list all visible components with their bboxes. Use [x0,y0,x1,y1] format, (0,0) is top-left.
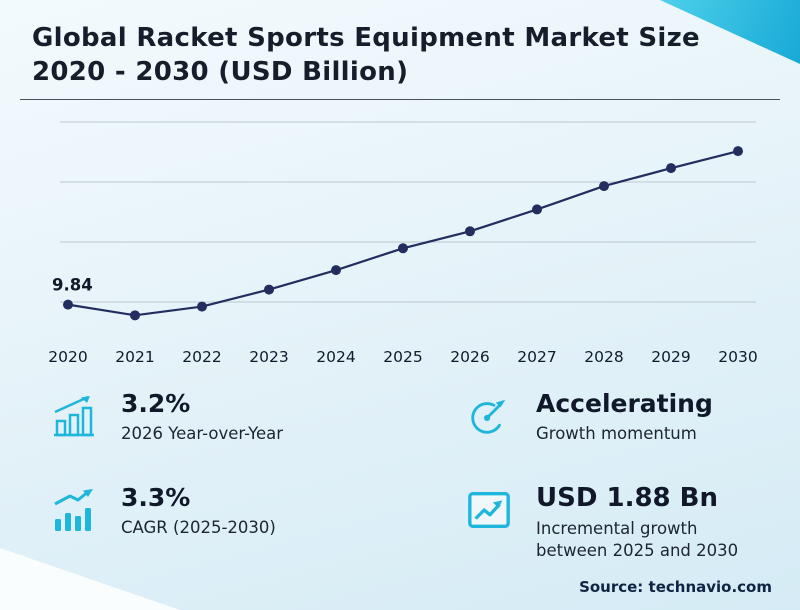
growth-box-icon [460,484,518,536]
x-axis-tick-label: 2028 [584,348,624,366]
x-axis-tick-label: 2022 [182,348,222,366]
stat-momentum: Accelerating Growth momentum [460,389,770,444]
stat-cagr: 3.3% CAGR (2025-2030) [45,483,450,561]
x-axis-tick-label: 2025 [383,348,423,366]
svg-text:9.84: 9.84 [52,276,93,295]
market-size-line-chart: 9.84 2020 2021 2022 2023 2024 2025 2026 2027 202… [40,106,762,374]
stat-value: USD 1.88 Bn [536,483,718,514]
source-credit: Source: technavio.com [579,578,772,596]
page-title: Global Racket Sports Equipment Market Si… [32,23,700,87]
stat-label: CAGR (2025-2030) [121,517,276,537]
stat-value: Accelerating [536,389,713,418]
x-axis-tick-label: 2020 [48,348,88,366]
stat-yoy-growth: 3.2% 2026 Year-over-Year [45,389,450,444]
stat-label: Growth momentum [536,423,697,443]
stat-label: Incremental growth between 2025 and 2030 [536,519,739,560]
stat-incremental-growth: USD 1.88 Bn Incremental growth between 2… [460,483,770,561]
stat-text: 3.3% CAGR (2025-2030) [121,483,276,538]
x-axis-labels: 2020 2021 2022 2023 2024 2025 2026 2027 2028 2029… [40,348,762,374]
x-axis-tick-label: 2030 [718,348,758,366]
title-divider [20,99,780,100]
stat-value: 3.2% [121,389,191,418]
stats-grid: 3.2% 2026 Year-over-Year Accelerating Gr… [45,389,770,561]
gauge-icon [460,390,518,442]
x-axis-tick-label: 2027 [517,348,557,366]
stat-text: Accelerating Growth momentum [536,389,713,444]
stat-text: 3.2% 2026 Year-over-Year [121,389,284,444]
x-axis-tick-label: 2021 [115,348,155,366]
bar-chart-growth-icon [45,390,103,442]
x-axis-tick-label: 2029 [651,348,691,366]
x-axis-tick-label: 2024 [316,348,356,366]
stat-text: USD 1.88 Bn Incremental growth between 2… [536,483,770,561]
stat-value: 3.3% [121,483,191,513]
stat-label: 2026 Year-over-Year [121,423,284,443]
line-chart-svg: 9.84 [52,121,756,321]
trend-up-bars-icon [45,484,103,536]
x-axis-tick-label: 2026 [450,348,490,366]
x-axis-tick-label: 2023 [249,348,289,366]
